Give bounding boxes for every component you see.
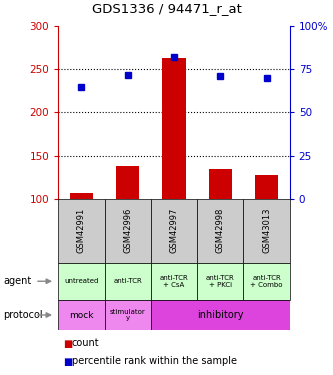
Bar (197, 262, 243, 300)
Bar (151, 300, 290, 330)
Text: anti-TCR: anti-TCR (113, 278, 142, 284)
Text: anti-TCR
+ PKCi: anti-TCR + PKCi (206, 275, 235, 288)
Bar (151, 199, 197, 262)
Text: percentile rank within the sample: percentile rank within the sample (72, 357, 236, 366)
Text: GSM43013: GSM43013 (262, 208, 271, 254)
Text: untreated: untreated (64, 278, 99, 284)
Bar (70, 193, 93, 199)
Text: protocol: protocol (3, 310, 43, 320)
Bar (209, 168, 232, 199)
Bar (151, 262, 197, 300)
Bar (116, 166, 139, 199)
Bar (243, 199, 290, 262)
Text: ■: ■ (63, 357, 73, 366)
Text: ■: ■ (63, 339, 73, 348)
Text: agent: agent (3, 276, 32, 286)
Text: GSM42991: GSM42991 (77, 208, 86, 253)
Text: GSM42997: GSM42997 (169, 208, 178, 254)
Text: count: count (72, 339, 99, 348)
Text: anti-TCR
+ Combo: anti-TCR + Combo (250, 275, 283, 288)
Text: inhibitory: inhibitory (197, 310, 243, 320)
Bar (255, 176, 278, 199)
Bar (105, 262, 151, 300)
Bar (58, 262, 105, 300)
Text: GSM42996: GSM42996 (123, 208, 132, 254)
Text: mock: mock (69, 310, 94, 320)
Text: stimulator
y: stimulator y (110, 309, 146, 321)
Text: anti-TCR
+ CsA: anti-TCR + CsA (160, 275, 188, 288)
Bar (163, 58, 185, 199)
Bar (58, 300, 105, 330)
Bar (105, 300, 151, 330)
Text: GDS1336 / 94471_r_at: GDS1336 / 94471_r_at (92, 2, 241, 15)
Text: GSM42998: GSM42998 (216, 208, 225, 254)
Bar (197, 199, 243, 262)
Bar (243, 262, 290, 300)
Bar (105, 199, 151, 262)
Bar (58, 199, 105, 262)
